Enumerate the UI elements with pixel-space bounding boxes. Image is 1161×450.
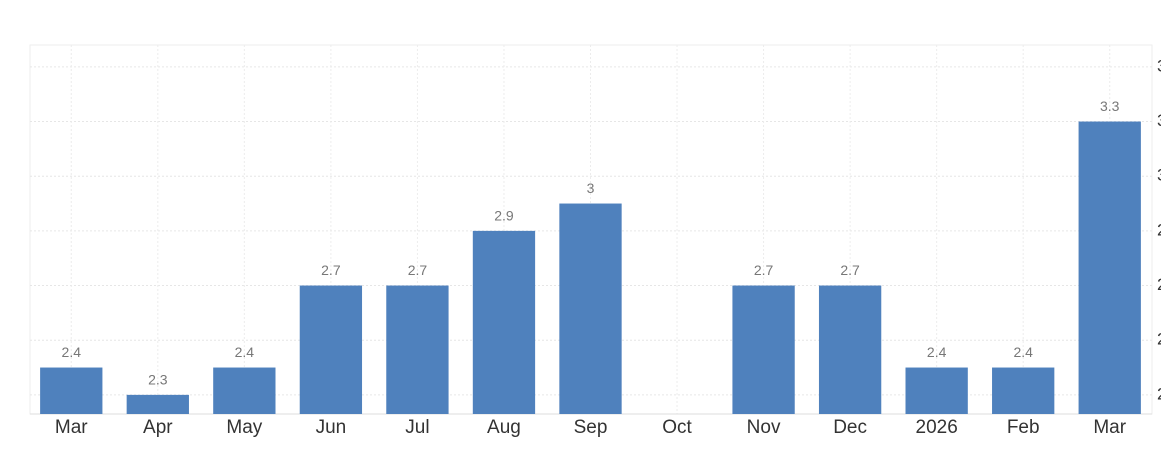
bar bbox=[992, 367, 1055, 414]
bar bbox=[126, 394, 189, 414]
value-label: 2.3 bbox=[148, 372, 168, 388]
value-label: 2.7 bbox=[754, 262, 774, 278]
y-tick-label: 3.5 bbox=[1157, 56, 1161, 75]
x-tick-label: Sep bbox=[574, 417, 608, 438]
value-label: 3 bbox=[587, 180, 595, 196]
x-tick-label: Oct bbox=[662, 417, 692, 438]
y-tick-label: 2.7 bbox=[1157, 275, 1161, 294]
value-label: 2.7 bbox=[321, 262, 341, 278]
value-label: 2.9 bbox=[494, 208, 514, 224]
x-tick-label: Jun bbox=[316, 417, 347, 438]
x-tick-label: Feb bbox=[1007, 417, 1040, 438]
x-tick-label: Mar bbox=[55, 417, 88, 438]
bar bbox=[40, 367, 103, 414]
value-label: 2.7 bbox=[408, 262, 428, 278]
x-tick-label: Nov bbox=[747, 417, 781, 438]
value-label: 3.3 bbox=[1100, 98, 1120, 114]
value-label: 2.4 bbox=[62, 344, 82, 360]
bar bbox=[386, 285, 449, 414]
bar bbox=[472, 230, 536, 414]
value-label: 2.4 bbox=[927, 344, 947, 360]
y-tick-label: 3.3 bbox=[1157, 111, 1161, 130]
x-tick-label: Apr bbox=[143, 417, 173, 438]
x-tick-label: May bbox=[226, 417, 262, 438]
x-tick-label: 2026 bbox=[916, 417, 958, 438]
y-tick-label: 3.1 bbox=[1157, 166, 1161, 185]
bar bbox=[732, 285, 795, 414]
bar bbox=[559, 203, 622, 414]
x-tick-label: Aug bbox=[487, 417, 521, 438]
bar bbox=[1078, 121, 1141, 415]
value-label: 2.4 bbox=[235, 344, 255, 360]
value-label: 2.4 bbox=[1013, 344, 1033, 360]
y-tick-label: 2.3 bbox=[1157, 384, 1161, 403]
x-tick-label: Mar bbox=[1093, 417, 1126, 438]
bar bbox=[299, 285, 363, 414]
bar bbox=[905, 367, 968, 414]
bar bbox=[213, 367, 276, 414]
y-tick-label: 2.9 bbox=[1157, 220, 1161, 239]
y-tick-label: 2.5 bbox=[1157, 330, 1161, 349]
x-tick-label: Jul bbox=[405, 417, 429, 438]
value-label: 2.7 bbox=[840, 262, 860, 278]
bar bbox=[818, 285, 882, 414]
x-tick-label: Dec bbox=[833, 417, 867, 438]
